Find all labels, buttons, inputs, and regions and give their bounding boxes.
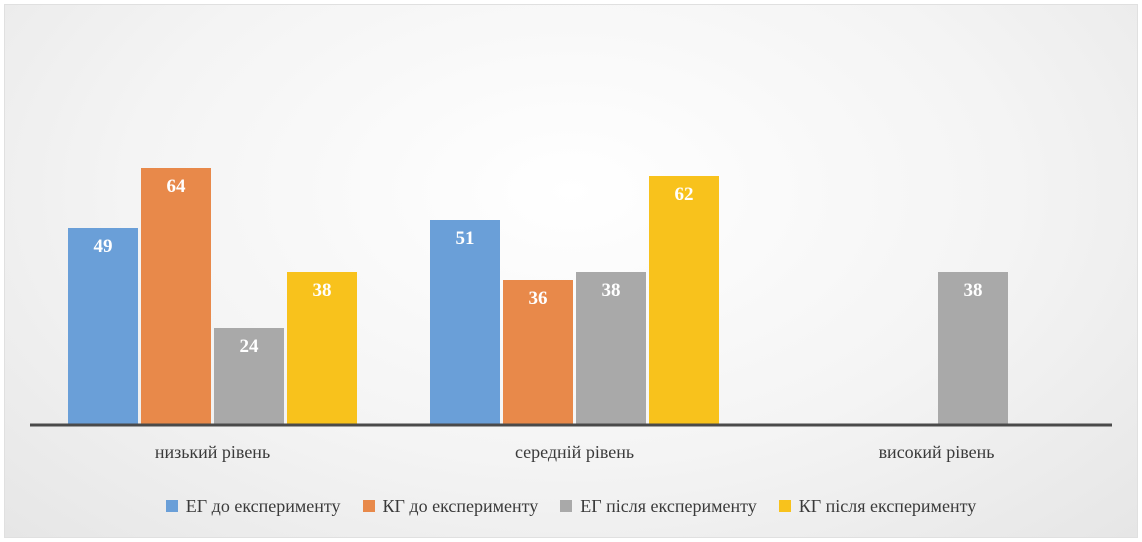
- data-label-3-3: 38: [964, 280, 983, 301]
- bar-2-1: [141, 168, 211, 424]
- bar-4-1: [287, 272, 357, 424]
- bar-1-1: [68, 228, 138, 424]
- category-labels: низький рівень середній рівень високий рів…: [155, 442, 995, 462]
- data-label-3-2: 38: [602, 280, 621, 301]
- legend-label: ЕГ до експерименту: [185, 495, 341, 516]
- data-label-1-1: 49: [94, 236, 113, 257]
- legend-swatch: [165, 500, 178, 512]
- bars-layer: [68, 168, 1081, 425]
- legend-label: ЕГ після експерименту: [580, 495, 757, 516]
- bar-3-1: [214, 328, 284, 424]
- legend-label: КГ до експерименту: [382, 495, 539, 516]
- data-label-2-2: 36: [529, 288, 548, 309]
- legend-swatch: [362, 500, 375, 512]
- labels-layer: 49 64 24 38 51 36 38 62 38: [94, 176, 983, 357]
- data-label-2-1: 64: [167, 176, 187, 197]
- legend-label: КГ після експерименту: [798, 495, 977, 516]
- bar-1-2: [430, 220, 500, 424]
- bar-3-3: [938, 272, 1008, 424]
- legend-swatch: [778, 500, 791, 512]
- legend-item-4: КГ після експерименту: [778, 495, 977, 517]
- legend-swatch: [560, 500, 573, 512]
- legend-item-2: КГ до експерименту: [362, 495, 539, 517]
- legend-item-1: ЕГ до експерименту: [165, 495, 341, 517]
- data-label-1-2: 51: [456, 228, 475, 249]
- bar-2-2: [503, 280, 573, 424]
- data-label-3-1: 24: [240, 336, 260, 357]
- bar-4-2: [649, 176, 719, 424]
- category-label-3: високий рівень: [879, 442, 995, 462]
- legend: ЕГ до експерименту КГ до експерименту ЕГ п…: [0, 486, 1142, 526]
- bar-3-2: [576, 272, 646, 424]
- data-label-4-1: 38: [313, 280, 332, 301]
- legend-item-3: ЕГ після експерименту: [560, 495, 757, 517]
- data-label-4-2: 62: [675, 184, 694, 205]
- category-label-1: низький рівень: [155, 442, 270, 462]
- category-label-2: середній рівень: [515, 442, 634, 462]
